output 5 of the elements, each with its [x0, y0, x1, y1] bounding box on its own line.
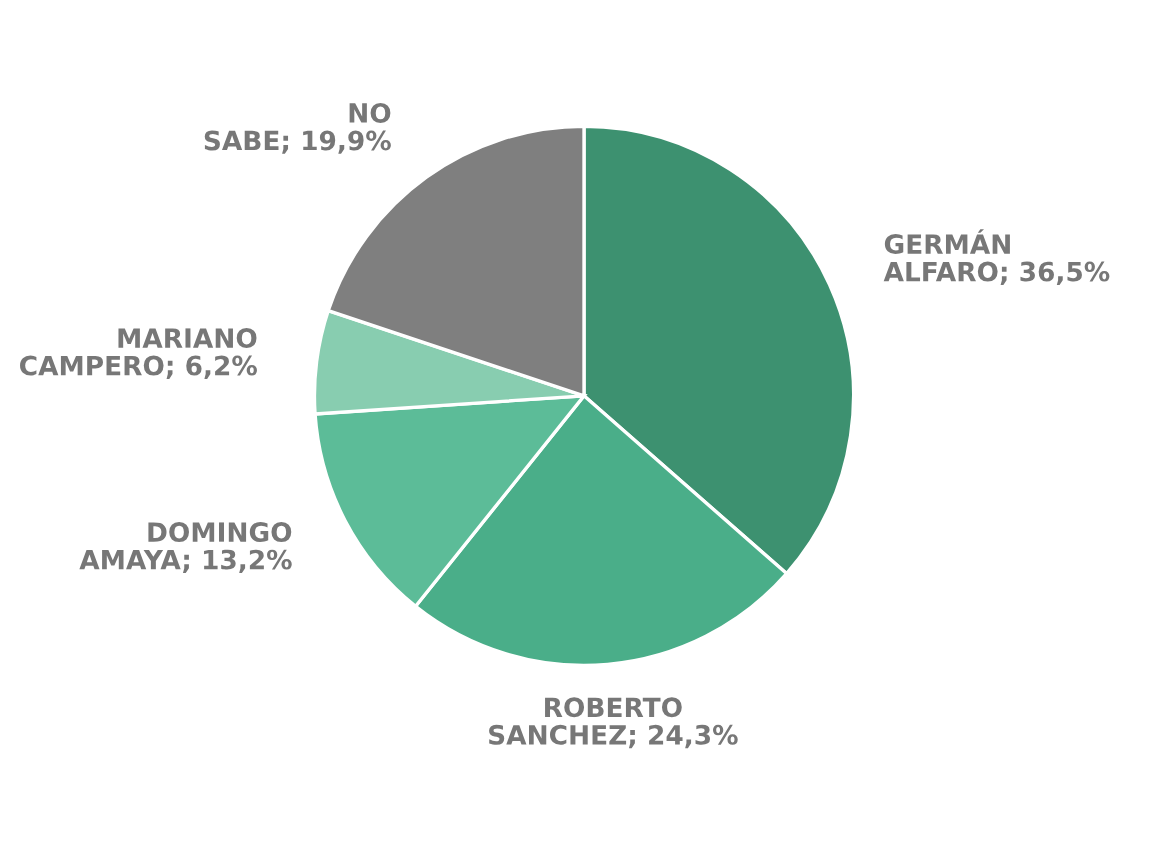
slice-label: NO SABE; 19,9% [204, 102, 391, 154]
slice-label: DOMINGO AMAYA; 13,2% [79, 522, 292, 573]
slice-label: MARIANO CAMPERO; 6,2% [20, 328, 257, 379]
slice-label: ROBERTO SANCHEZ; 24,3% [489, 697, 738, 749]
slice-label: GERMÁN ALFARO; 36,5% [883, 229, 1110, 285]
